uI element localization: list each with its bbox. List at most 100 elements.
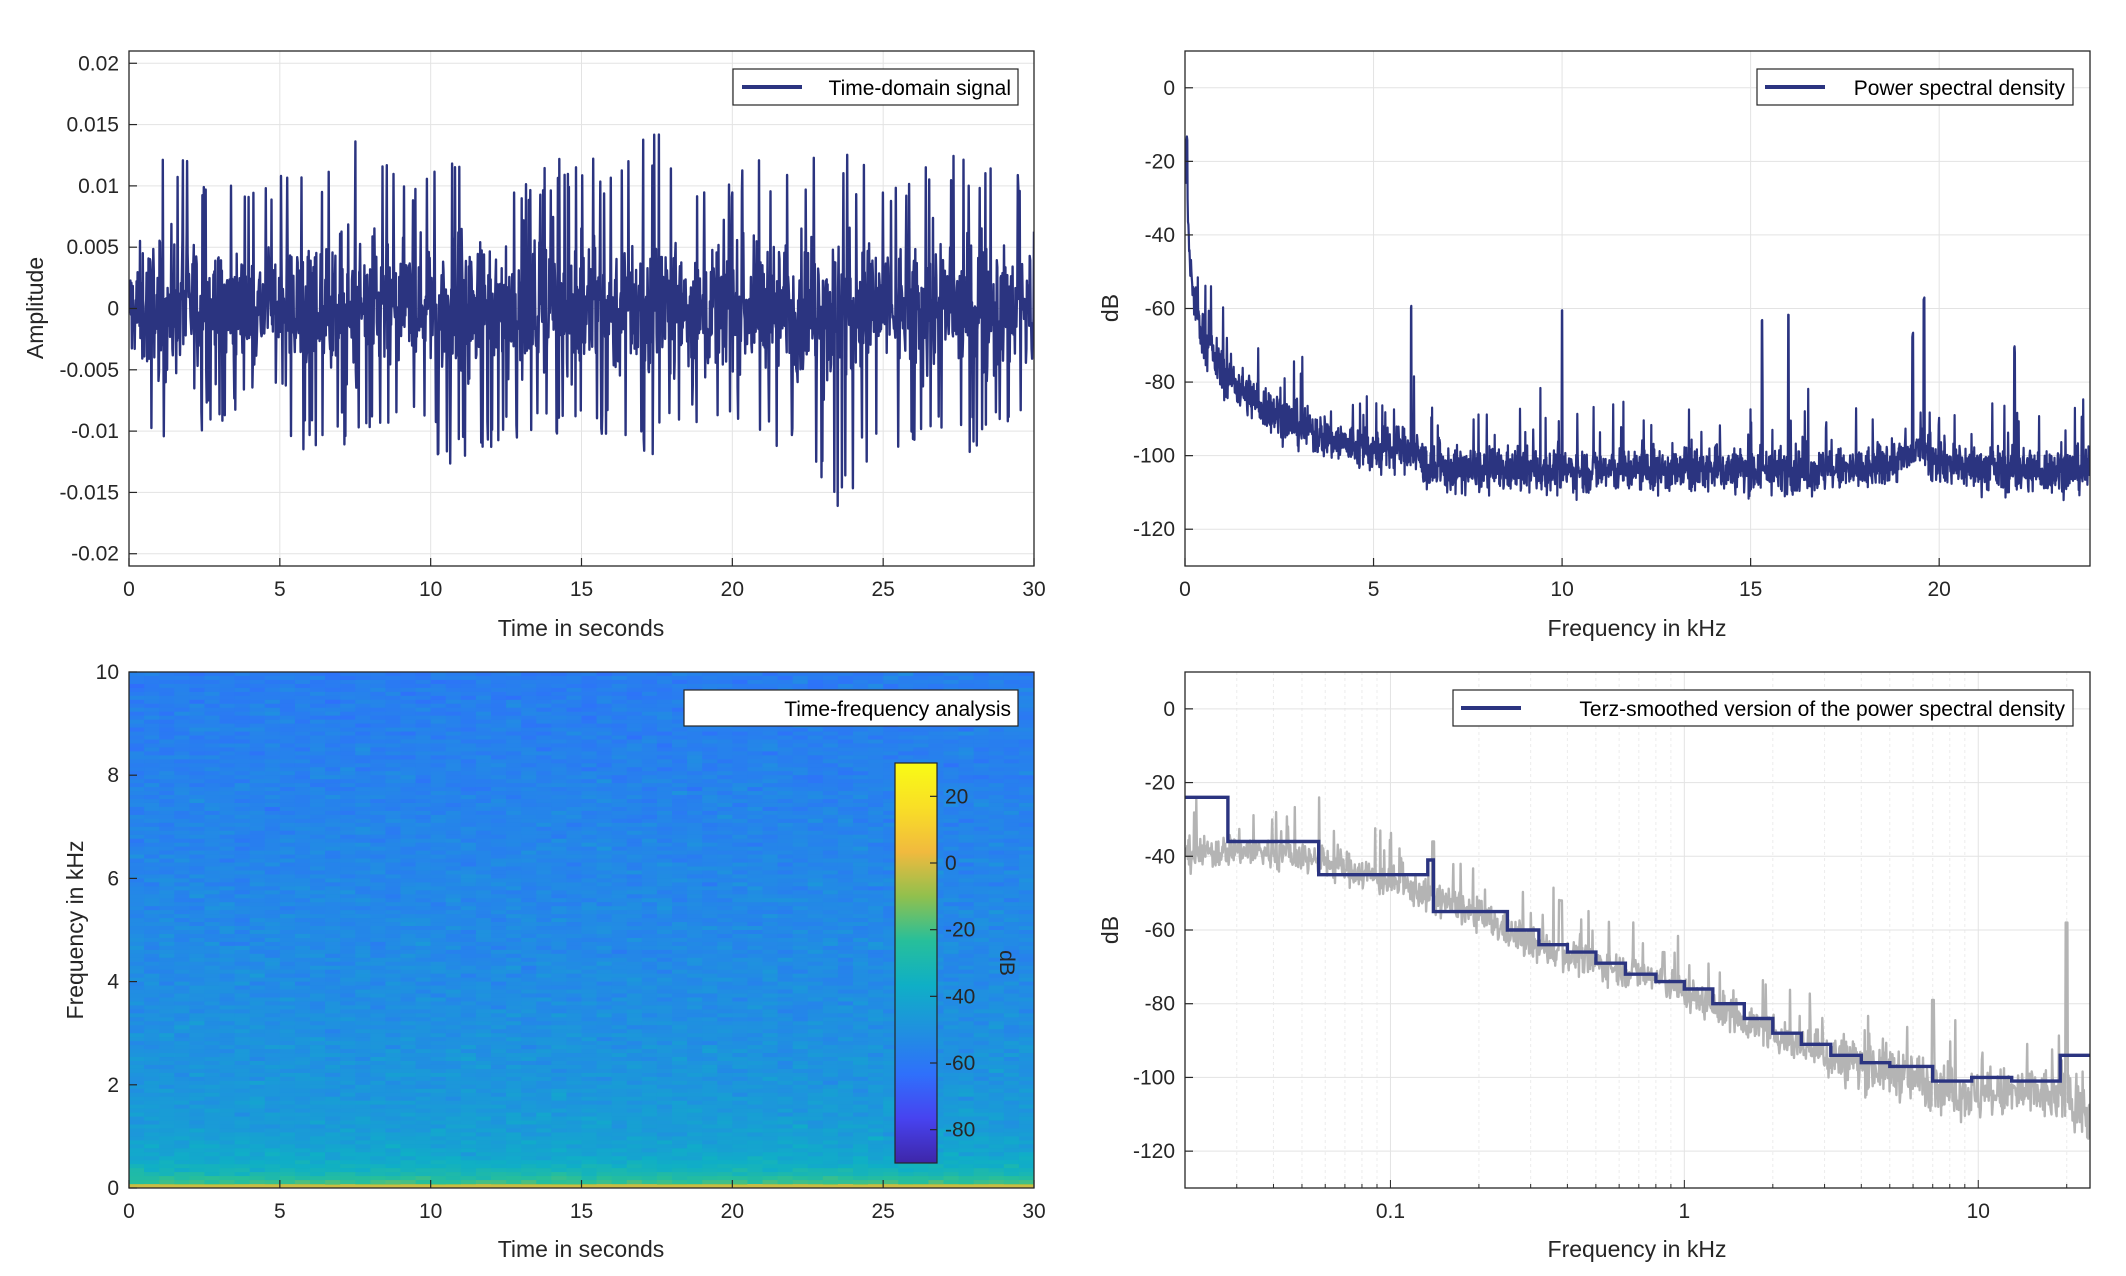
spectrogram-cell bbox=[204, 922, 221, 927]
spectrogram-cell bbox=[641, 902, 658, 907]
spectrogram-cell bbox=[868, 747, 884, 752]
spectrogram-cell bbox=[521, 699, 537, 705]
spectrogram-cell bbox=[506, 941, 522, 947]
spectrogram-cell bbox=[475, 695, 492, 701]
spectrogram-cell bbox=[536, 878, 552, 883]
spectrogram-cell bbox=[385, 802, 402, 808]
spectrogram-cell bbox=[385, 878, 402, 883]
spectrogram-cell bbox=[174, 957, 190, 963]
spectrogram-cell bbox=[234, 989, 251, 995]
spectrogram-cell bbox=[687, 743, 703, 749]
spectrogram-cell bbox=[144, 739, 160, 745]
spectrogram-cell bbox=[370, 989, 387, 995]
spectrogram-cell bbox=[898, 739, 914, 745]
spectrogram-cell bbox=[370, 882, 387, 887]
xlabel-1: Time in seconds bbox=[498, 615, 665, 641]
spectrogram-cell bbox=[807, 850, 824, 856]
spectrogram-cell bbox=[370, 751, 387, 756]
spectrogram-cell bbox=[958, 866, 975, 872]
spectrogram-cell bbox=[129, 735, 145, 741]
spectrogram-cell bbox=[355, 941, 371, 947]
spectrogram-cell bbox=[581, 941, 598, 947]
spectrogram-cell bbox=[340, 672, 356, 677]
spectrogram-cell bbox=[174, 687, 190, 693]
spectrogram-cell bbox=[943, 767, 960, 772]
spectrogram-cell bbox=[249, 882, 266, 887]
spectrogram-cell bbox=[521, 933, 537, 939]
spectrogram-cell bbox=[747, 771, 764, 776]
spectrogram-cell bbox=[400, 739, 417, 745]
spectrogram-cell bbox=[129, 679, 145, 685]
spectrogram-cell bbox=[973, 854, 990, 860]
spectrogram-cell bbox=[732, 834, 749, 840]
spectrogram-cell bbox=[189, 755, 206, 760]
spectrogram-cell bbox=[475, 953, 492, 959]
spectrogram-cell bbox=[1018, 719, 1034, 725]
spectrogram-cell bbox=[551, 711, 568, 717]
spectrogram-cell bbox=[988, 969, 1005, 975]
spectrogram-cell bbox=[807, 874, 824, 879]
y-tick-label: -0.01 bbox=[71, 420, 119, 443]
spectrogram-cell bbox=[174, 937, 190, 943]
spectrogram-cell bbox=[189, 878, 206, 883]
spectrogram-cell bbox=[159, 969, 175, 975]
spectrogram-cell bbox=[506, 973, 522, 979]
spectrogram-cell bbox=[475, 850, 492, 856]
spectrogram-cell bbox=[491, 672, 507, 677]
spectrogram-cell bbox=[144, 763, 160, 768]
spectrogram-cell bbox=[762, 747, 779, 752]
spectrogram-cell bbox=[310, 842, 326, 848]
spectrogram-cell bbox=[687, 886, 703, 891]
spectrogram-cell bbox=[807, 783, 824, 788]
spectrogram-cell bbox=[475, 985, 492, 991]
spectrogram-cell bbox=[415, 806, 432, 812]
spectrogram-cell bbox=[777, 906, 794, 911]
spectrogram-cell bbox=[370, 747, 387, 752]
spectrogram-cell bbox=[868, 727, 884, 733]
spectrogram-cell bbox=[506, 886, 522, 891]
spectrogram-cell bbox=[174, 711, 190, 717]
spectrogram-cell bbox=[958, 810, 975, 816]
spectrogram-cell bbox=[219, 898, 236, 903]
spectrogram-cell bbox=[174, 910, 190, 915]
spectrogram-cell bbox=[159, 707, 175, 713]
spectrogram-cell bbox=[144, 767, 160, 772]
spectrogram-cell bbox=[279, 870, 296, 876]
spectrogram-cell bbox=[988, 787, 1005, 792]
spectrogram-cell bbox=[279, 779, 296, 784]
spectrogram-cell bbox=[310, 989, 326, 995]
spectrogram-cell bbox=[355, 894, 371, 899]
spectrogram-cell bbox=[325, 922, 341, 927]
spectrogram-cell bbox=[581, 723, 598, 729]
spectrogram-cell bbox=[626, 838, 643, 844]
spectrogram-cell bbox=[174, 679, 190, 685]
spectrogram-cell bbox=[340, 910, 356, 915]
spectrogram-cell bbox=[747, 882, 764, 887]
spectrogram-cell bbox=[973, 826, 990, 832]
spectrogram-cell bbox=[144, 922, 160, 927]
spectrogram-cell bbox=[611, 763, 628, 768]
spectrogram-cell bbox=[475, 719, 492, 725]
spectrogram-cell bbox=[687, 806, 703, 812]
spectrogram-cell bbox=[566, 930, 583, 935]
spectrogram-cell bbox=[370, 910, 387, 915]
spectrogram-cell bbox=[460, 969, 477, 975]
spectrogram-cell bbox=[310, 810, 326, 816]
spectrogram-cell bbox=[144, 822, 160, 828]
spectrogram-cell bbox=[822, 866, 839, 872]
spectrogram-cell bbox=[460, 799, 477, 804]
spectrogram-cell bbox=[551, 759, 568, 764]
spectrogram-cell bbox=[340, 775, 356, 780]
spectrogram-cell bbox=[325, 715, 341, 721]
spectrogram-cell bbox=[521, 806, 537, 812]
spectrogram-cell bbox=[310, 747, 326, 752]
spectrogram-cell bbox=[1018, 953, 1034, 959]
spectrogram-cell bbox=[174, 870, 190, 876]
spectrogram-cell bbox=[626, 930, 643, 935]
spectrogram-cell bbox=[340, 965, 356, 971]
spectrogram-cell bbox=[189, 846, 206, 852]
spectrogram-cell bbox=[506, 771, 522, 776]
spectrogram-cell bbox=[777, 965, 794, 971]
spectrogram-cell bbox=[853, 799, 869, 804]
spectrogram-cell bbox=[460, 878, 477, 883]
